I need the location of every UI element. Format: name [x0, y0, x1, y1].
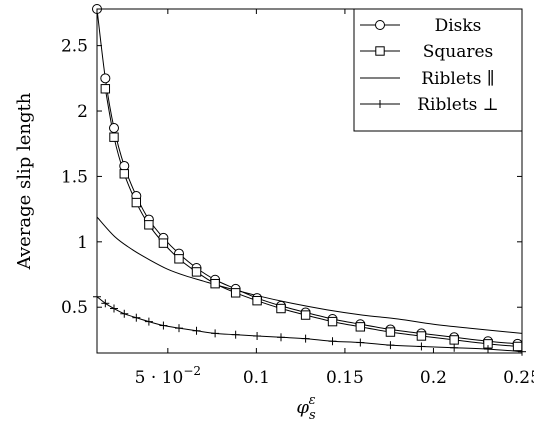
- data-point-plus: [276, 333, 285, 342]
- plot-frame: [96, 8, 523, 354]
- legend-label: Riblets ∥: [421, 69, 494, 89]
- data-point-plus: [120, 309, 129, 318]
- data-point-square: [230, 288, 241, 298]
- x-tick-label: 0.25: [503, 368, 534, 388]
- data-point-plus: [159, 321, 168, 330]
- data-point-square: [300, 310, 311, 320]
- legend-label: Riblets ⊥: [417, 95, 499, 115]
- legend-entry-riblets-perpendicular: Riblets ⊥: [360, 95, 499, 115]
- y-axis-label: Average slip length: [14, 92, 35, 270]
- data-point-plus: [417, 342, 426, 351]
- y-tick-label: 2.5: [61, 37, 88, 57]
- y-tick-label: 1.5: [61, 167, 88, 187]
- y-tick-label: 0.5: [61, 298, 88, 318]
- data-point-plus: [328, 337, 337, 346]
- data-point-plus: [110, 304, 118, 313]
- x-tick-label: 5 · 10−2: [135, 364, 201, 388]
- data-point-plus: [484, 345, 492, 354]
- data-point-plus: [386, 341, 395, 350]
- svg-text:φsε: φsε: [296, 393, 316, 423]
- data-point-circle: [375, 20, 385, 30]
- data-point-plus: [174, 324, 183, 333]
- data-point-circle: [100, 73, 111, 84]
- data-point-square: [131, 197, 142, 208]
- legend-entry-riblets-parallel: Riblets ∥: [360, 69, 495, 89]
- data-point-square: [375, 46, 385, 56]
- data-point-square: [449, 335, 459, 345]
- legend-entry-squares: Squares: [360, 42, 493, 62]
- data-point-plus: [376, 100, 384, 108]
- legend-label: Disks: [435, 16, 482, 36]
- data-point-square: [385, 327, 396, 337]
- tick-labels: 5 · 10−2 0.1 0.15 0.2 0.25 0.5 1 1.5 2 2.5: [61, 37, 534, 388]
- legend-entry-disks: Disks: [360, 16, 481, 36]
- y-tick-label: 2: [77, 102, 88, 122]
- data-point-plus: [450, 343, 459, 352]
- y-tick-label: 1: [77, 233, 88, 253]
- data-point-plus: [211, 329, 220, 338]
- data-point-square: [174, 254, 184, 264]
- data-point-plus: [192, 326, 201, 335]
- data-point-square: [109, 132, 119, 142]
- data-point-square: [416, 331, 427, 341]
- data-point-plus: [356, 338, 365, 347]
- data-point-square: [512, 341, 523, 352]
- data-point-square: [158, 238, 169, 248]
- data-point-square: [191, 267, 202, 277]
- legend: Disks Squares Riblets ∥ Riblets ⊥: [353, 8, 523, 132]
- legend-label: Squares: [423, 42, 494, 62]
- data-point-square: [252, 295, 262, 306]
- data-point-square: [276, 303, 286, 314]
- data-point-plus: [301, 334, 310, 343]
- data-point-square: [100, 84, 111, 94]
- data-point-square: [119, 169, 129, 179]
- data-point-plus: [132, 313, 141, 322]
- data-point-plus: [144, 317, 153, 326]
- x-tick-label: 0.2: [420, 368, 447, 388]
- x-tick-label: 0.1: [243, 368, 270, 388]
- x-axis-label: φsε: [296, 393, 316, 423]
- data-point-square: [355, 322, 366, 332]
- x-tick-label: 0.15: [326, 368, 364, 388]
- data-point-square: [210, 278, 220, 289]
- data-point-circle: [109, 123, 119, 134]
- data-point-square: [327, 316, 338, 327]
- data-point-square: [144, 220, 154, 230]
- data-point-plus: [231, 330, 240, 339]
- data-point-plus: [101, 299, 110, 308]
- data-point-plus: [253, 331, 262, 340]
